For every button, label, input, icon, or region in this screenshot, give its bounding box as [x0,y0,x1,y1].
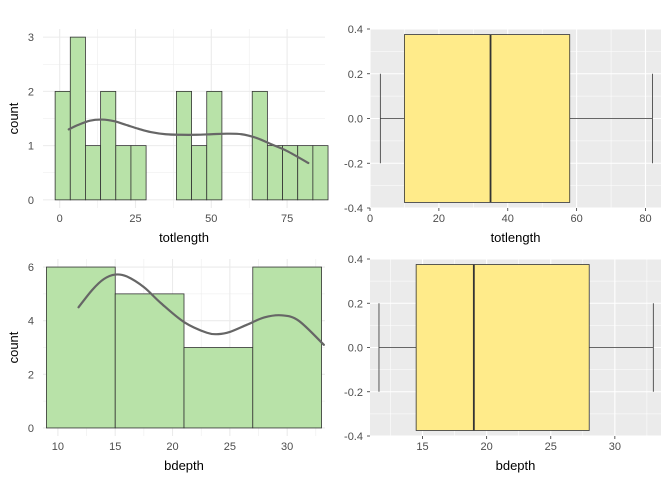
density-curve [67,118,310,165]
x-tick-label: 25 [224,441,236,453]
x-tick-label: 0 [367,213,373,225]
y-tick-label: 3 [28,32,34,44]
x-tick-label: 15 [416,441,428,453]
y-tick-label: 2 [28,86,34,98]
x-tick-label: 25 [129,213,141,225]
y-tick-label: -0.2 [344,158,363,170]
x-tick-label: 40 [502,213,514,225]
totlength-boxplot-panel: 0 20 40 60 80 -0.4 -0.2 0.0 0.2 0.4 totlength [344,24,661,245]
x-tick-label: 30 [281,441,293,453]
histogram-bar [297,145,314,201]
histogram-bar [252,266,322,429]
histogram-bar [130,145,147,201]
box-iqr [404,34,571,203]
x-tick-label: 75 [281,213,293,225]
y-tick-label: 0.2 [348,69,363,81]
x-tick-label: 20 [481,441,493,453]
x-tick-label: 30 [609,441,621,453]
x-tick-label: 20 [166,441,178,453]
x-axis-title: totlength [159,230,209,245]
histogram-bar [54,90,71,201]
y-tick-label: 6 [28,262,34,274]
x-tick-label: 80 [639,213,651,225]
y-tick-label: -0.4 [344,431,363,443]
y-tick-label: 0 [28,423,34,435]
box-iqr [415,264,590,431]
histogram-bar [115,145,132,201]
histogram-bar [191,145,208,201]
y-tick-label: 0 [28,195,34,207]
y-tick-label: 0.4 [348,254,363,266]
x-axis-title: totlength [491,230,541,245]
y-tick-label: 0.0 [348,114,363,126]
x-tick-label: 50 [205,213,217,225]
y-axis-title: count [6,102,21,134]
bdepth-boxplot-panel: 15 20 25 30 -0.4 -0.2 0.0 0.2 0.4 bdepth [344,254,661,473]
y-tick-label: 2 [28,369,34,381]
y-tick-label: 0.0 [348,343,363,355]
x-tick-label: 25 [545,441,557,453]
x-tick-label: 20 [433,213,445,225]
x-tick-label: 60 [571,213,583,225]
y-axis-title: count [6,331,21,363]
y-tick-label: 0.4 [348,24,363,36]
histogram-bar [312,145,329,201]
histogram-bar [69,36,86,201]
bdepth-histogram-panel: 10 15 20 25 30 0 2 4 6 bdepth count [6,259,325,473]
totlength-histogram-panel: 0 25 50 75 0 1 2 3 totlength count [6,29,329,245]
histogram-bar [46,266,116,429]
histogram-bar [85,145,102,201]
histogram-bar [206,90,223,201]
y-tick-label: 4 [28,316,34,328]
y-tick-label: 1 [28,141,34,153]
x-tick-label: 10 [52,441,64,453]
y-tick-label: -0.2 [344,387,363,399]
x-axis-title: bdepth [496,458,536,473]
histogram-bar [176,90,192,201]
density-curve [77,273,325,346]
histogram-bar [100,90,117,201]
histogram-bar [251,90,268,201]
x-tick-label: 0 [57,213,63,225]
y-tick-label: 0.2 [348,298,363,310]
histogram-bar [183,347,254,429]
histogram-bar [266,145,283,201]
y-tick-label: -0.4 [344,203,363,215]
x-tick-label: 15 [109,441,121,453]
x-axis-title: bdepth [164,458,204,473]
